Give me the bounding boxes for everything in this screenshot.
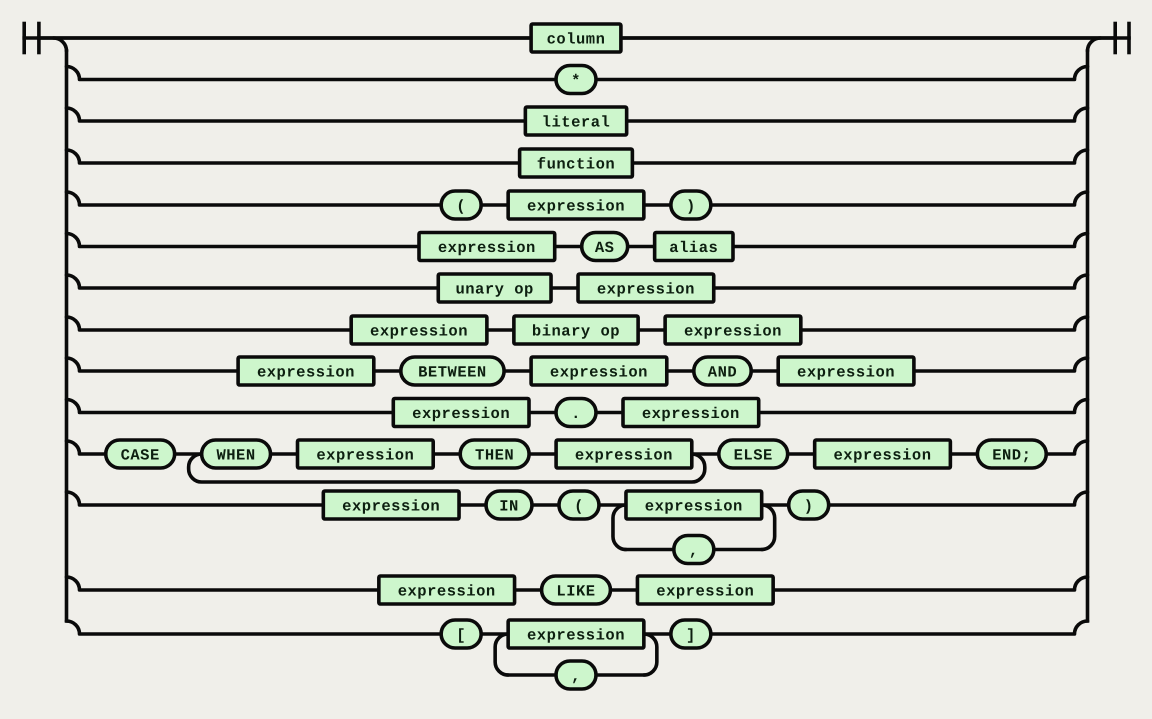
svg-text:BETWEEN: BETWEEN [418, 364, 487, 382]
svg-text:unary op: unary op [455, 281, 533, 299]
svg-text:(: ( [456, 198, 466, 216]
svg-text:literal: literal [542, 114, 611, 132]
svg-text:alias: alias [669, 239, 718, 257]
svg-text:column: column [547, 31, 606, 49]
svg-text:ELSE: ELSE [734, 447, 773, 465]
svg-text:[: [ [456, 627, 466, 645]
svg-text:expression: expression [575, 447, 673, 465]
svg-text:expression: expression [797, 364, 895, 382]
svg-text:): ) [686, 198, 696, 216]
svg-text:binary op: binary op [532, 323, 620, 341]
svg-text:THEN: THEN [475, 447, 514, 465]
svg-text:expression: expression [527, 627, 625, 645]
svg-text:expression: expression [257, 364, 355, 382]
svg-text:): ) [804, 498, 814, 516]
svg-text:expression: expression [642, 405, 740, 423]
svg-text:LIKE: LIKE [556, 583, 595, 601]
svg-text:AS: AS [595, 239, 615, 257]
svg-text:expression: expression [834, 447, 932, 465]
svg-text:expression: expression [438, 239, 536, 257]
svg-text:WHEN: WHEN [216, 447, 255, 465]
svg-text:expression: expression [550, 364, 648, 382]
svg-text:,: , [689, 542, 699, 560]
svg-text:expression: expression [342, 498, 440, 516]
svg-text:expression: expression [316, 447, 414, 465]
svg-text:expression: expression [684, 323, 782, 341]
svg-text:expression: expression [398, 583, 496, 601]
svg-text:expression: expression [370, 323, 468, 341]
svg-text:]: ] [686, 627, 696, 645]
svg-text:CASE: CASE [121, 447, 160, 465]
svg-text:expression: expression [597, 281, 695, 299]
svg-text:expression: expression [412, 405, 510, 423]
svg-text:function: function [537, 156, 615, 174]
svg-text:*: * [571, 72, 581, 90]
svg-text:.: . [571, 405, 581, 423]
svg-text:(: ( [574, 498, 584, 516]
svg-text:expression: expression [645, 498, 743, 516]
svg-text:IN: IN [499, 498, 519, 516]
svg-text:expression: expression [656, 583, 754, 601]
svg-text:,: , [571, 668, 581, 686]
svg-text:expression: expression [527, 198, 625, 216]
svg-text:END;: END; [992, 447, 1031, 465]
svg-text:AND: AND [708, 364, 737, 382]
